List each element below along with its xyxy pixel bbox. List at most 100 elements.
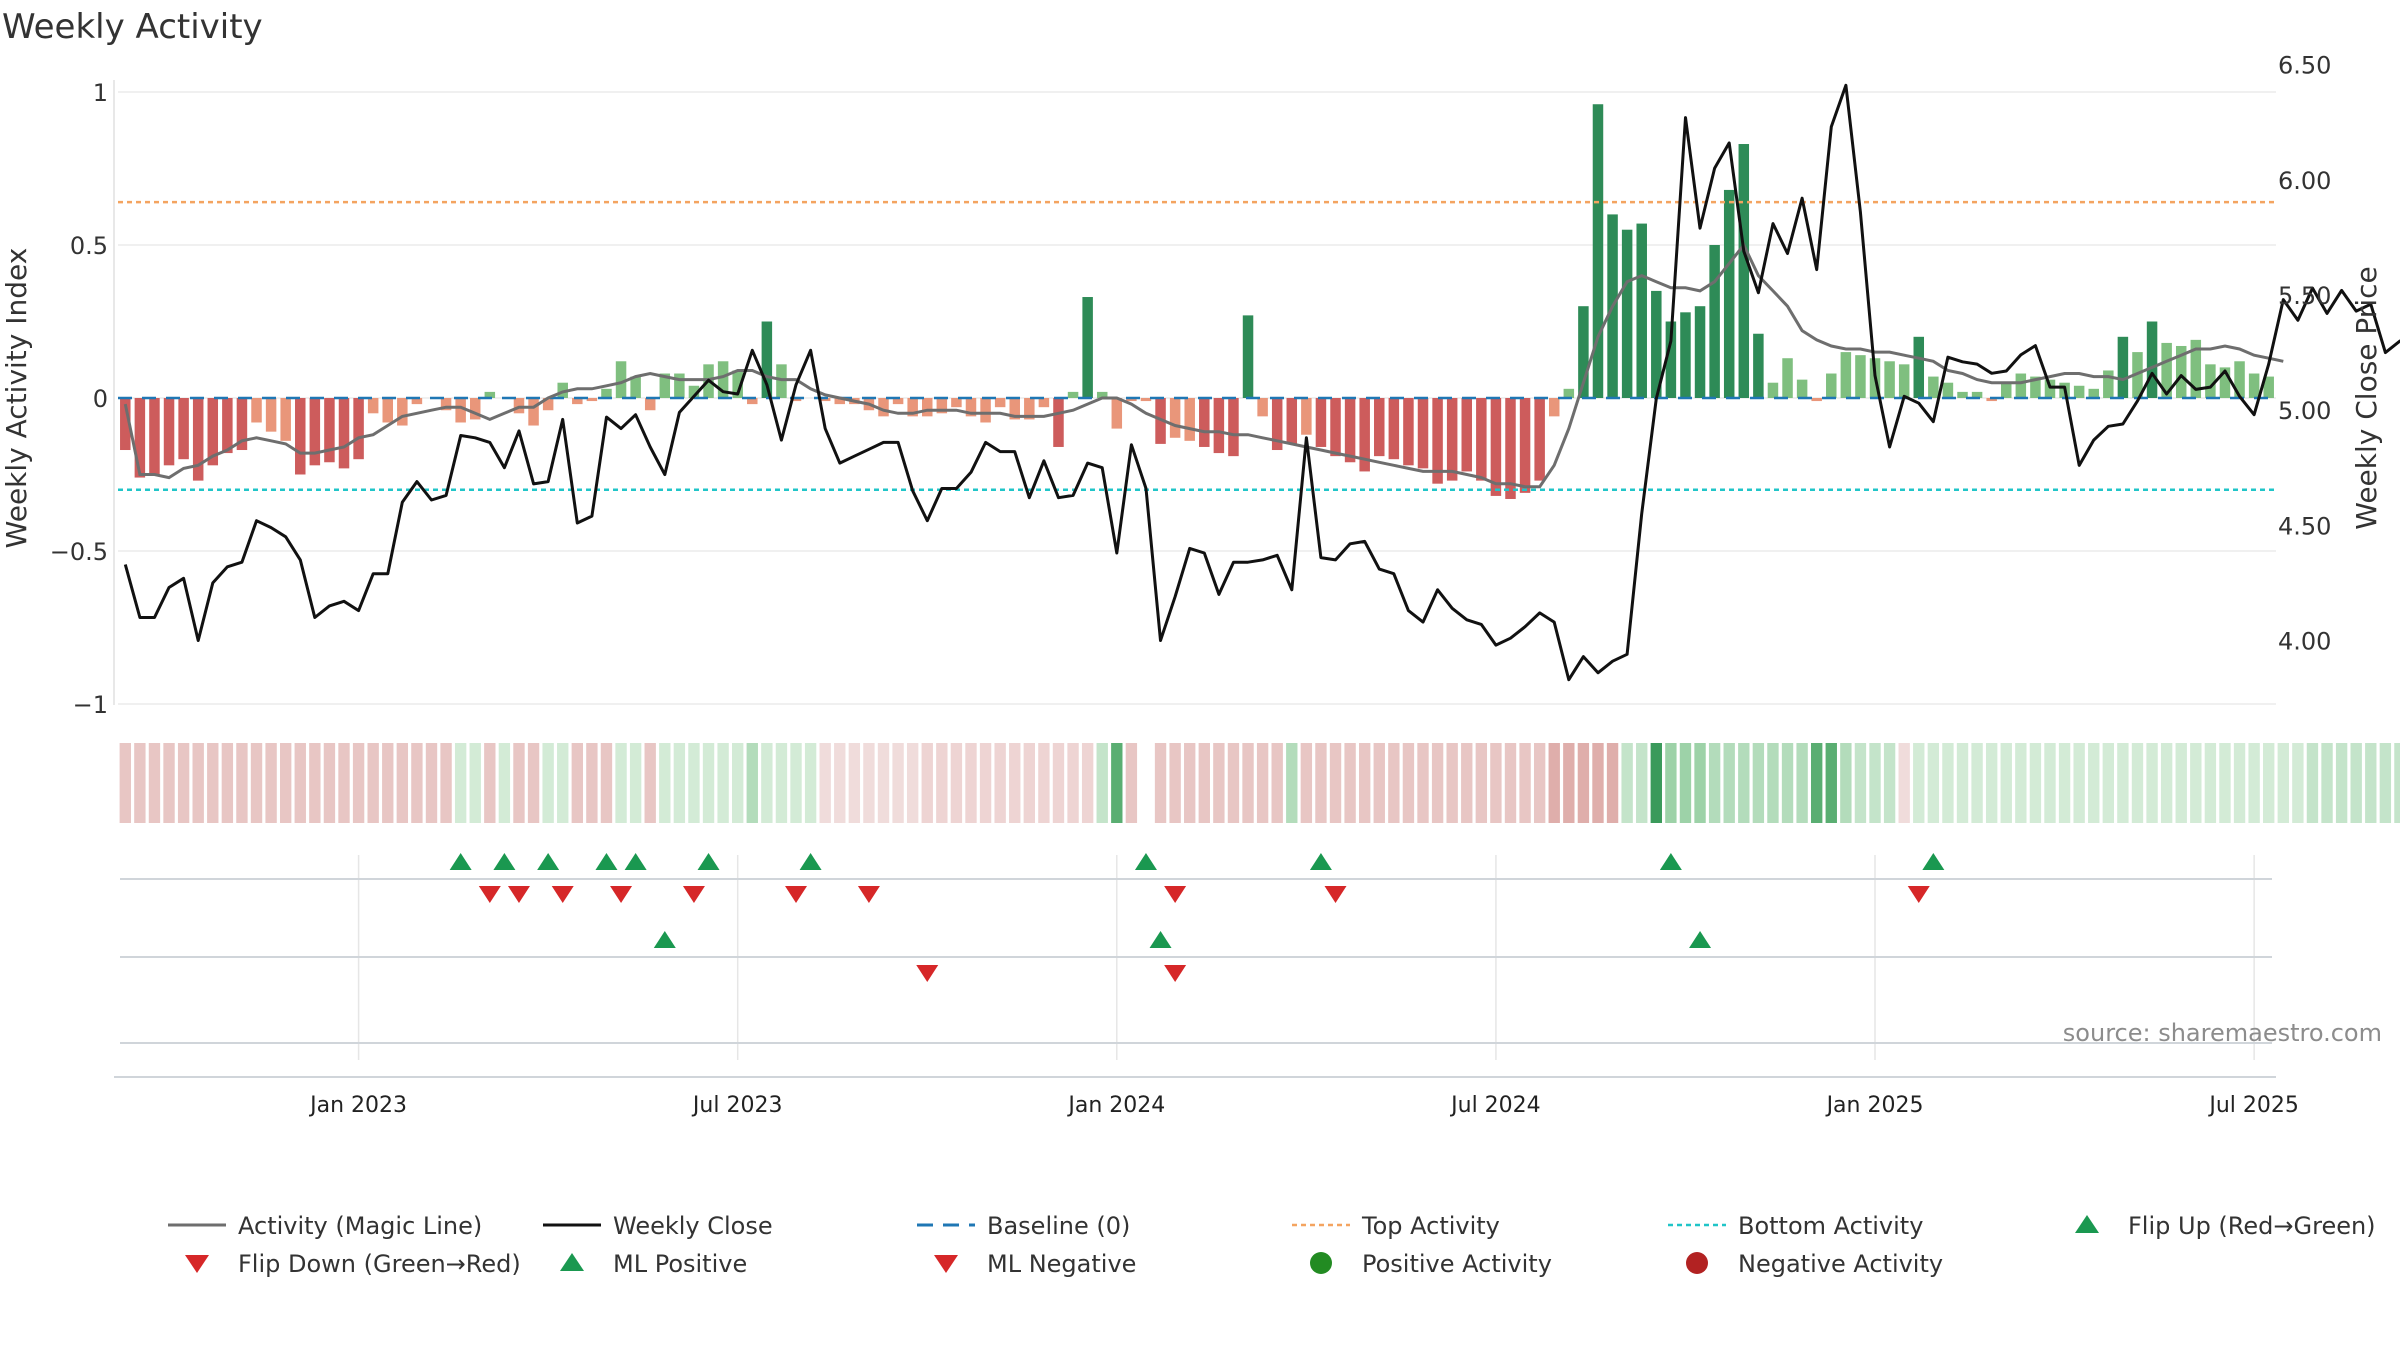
activity-bar <box>1024 398 1035 420</box>
activity-bar <box>1140 398 1152 402</box>
activity-band-strip <box>119 743 2400 823</box>
band-cell <box>600 743 613 823</box>
ml-positive-marker <box>1149 931 1172 948</box>
band-cell <box>1286 743 1298 823</box>
band-cell <box>425 743 438 823</box>
activity-bar <box>1898 364 1910 398</box>
band-cell <box>1927 743 1940 823</box>
band-cell <box>382 743 394 823</box>
band-cell <box>440 743 452 823</box>
activity-bar <box>1184 398 1195 441</box>
band-cell <box>1563 743 1575 823</box>
band-cell <box>1883 743 1896 823</box>
band-cell <box>2015 743 2027 823</box>
band-cell <box>571 743 583 823</box>
legend-item: Weekly Close <box>543 1212 773 1240</box>
left-axis-title: Weekly Activity Index <box>0 248 33 549</box>
band-cell <box>1956 743 1969 823</box>
band-cell <box>2233 743 2246 823</box>
band-cell <box>1446 743 1458 823</box>
activity-bar <box>2001 382 2012 398</box>
band-cell <box>207 743 219 823</box>
band-cell <box>921 743 933 823</box>
band-cell <box>323 743 336 823</box>
activity-bar <box>834 398 846 405</box>
legend-label: Flip Up (Red→Green) <box>2128 1212 2376 1240</box>
legend-item: ML Positive <box>560 1250 747 1278</box>
band-cell <box>1985 743 1998 823</box>
band-cell <box>2248 743 2260 823</box>
activity-bar <box>367 398 379 414</box>
band-cell <box>1592 743 1604 823</box>
band-cell <box>2394 743 2400 823</box>
band-cell <box>1665 743 1677 823</box>
band-cell <box>1431 743 1444 823</box>
legend-item: Flip Up (Red→Green) <box>2075 1212 2376 1240</box>
flip-up-marker <box>1922 853 1945 870</box>
band-cell <box>775 743 788 823</box>
band-cell <box>950 743 963 823</box>
left-tick-label: 1 <box>93 79 108 107</box>
band-cell <box>804 743 817 823</box>
activity-bar <box>1053 398 1064 447</box>
x-tick-label: Jan 2023 <box>308 1093 407 1118</box>
right-tick-label: 5.50 <box>2278 282 2331 310</box>
activity-bar <box>251 398 262 423</box>
activity-bar <box>309 398 321 466</box>
activity-bar <box>1986 398 1997 402</box>
flip-down-marker <box>1324 886 1347 903</box>
band-cell <box>848 743 861 823</box>
band-cell <box>1504 743 1517 823</box>
band-cell <box>1329 743 1342 823</box>
activity-bar <box>674 373 685 398</box>
band-cell <box>1009 743 1021 823</box>
activity-bar <box>717 361 729 398</box>
activity-bar <box>1446 398 1458 481</box>
flip-down-marker <box>610 886 633 903</box>
band-cell <box>265 743 277 823</box>
band-cell <box>673 743 686 823</box>
activity-bar <box>1096 391 1108 398</box>
activity-bar <box>2175 345 2187 398</box>
activity-bar <box>1855 355 1866 398</box>
flip-up-marker <box>799 853 822 870</box>
band-cell <box>513 743 525 823</box>
activity-bar <box>1694 306 1706 398</box>
band-cell <box>2219 743 2231 823</box>
activity-bar <box>1082 297 1093 398</box>
flip-up-marker <box>493 853 516 870</box>
activity-bar <box>994 398 1006 408</box>
band-cell <box>2204 743 2217 823</box>
activity-bar <box>1957 391 1968 398</box>
legend-label: Baseline (0) <box>987 1212 1130 1240</box>
band-cell <box>761 743 773 823</box>
legend-green-circle-icon <box>1310 1252 1332 1274</box>
band-cell <box>2321 743 2333 823</box>
activity-bar <box>1038 398 1050 408</box>
activity-bar <box>338 398 350 469</box>
activity-bar <box>163 398 175 466</box>
x-tick-label: Jan 2025 <box>1825 1093 1924 1118</box>
activity-bar <box>1738 144 1750 398</box>
band-cell <box>659 743 671 823</box>
band-cell <box>527 743 540 823</box>
band-cell <box>294 743 306 823</box>
x-tick-label: Jul 2023 <box>691 1093 783 1118</box>
band-cell <box>2175 743 2187 823</box>
band-cell <box>1738 743 1750 823</box>
band-cell <box>1475 743 1488 823</box>
activity-bar <box>455 398 466 423</box>
flip-up-marker <box>449 853 472 870</box>
activity-bar <box>2073 385 2085 398</box>
band-cell <box>1067 743 1079 823</box>
band-cell <box>1271 743 1283 823</box>
band-cell <box>1913 743 1925 823</box>
activity-bar <box>1315 398 1327 447</box>
activity-bar <box>411 398 423 405</box>
band-cell <box>469 743 481 823</box>
band-cell <box>2263 743 2275 823</box>
band-cell <box>1461 743 1473 823</box>
band-cell <box>2058 743 2071 823</box>
activity-bar <box>1782 358 1793 398</box>
